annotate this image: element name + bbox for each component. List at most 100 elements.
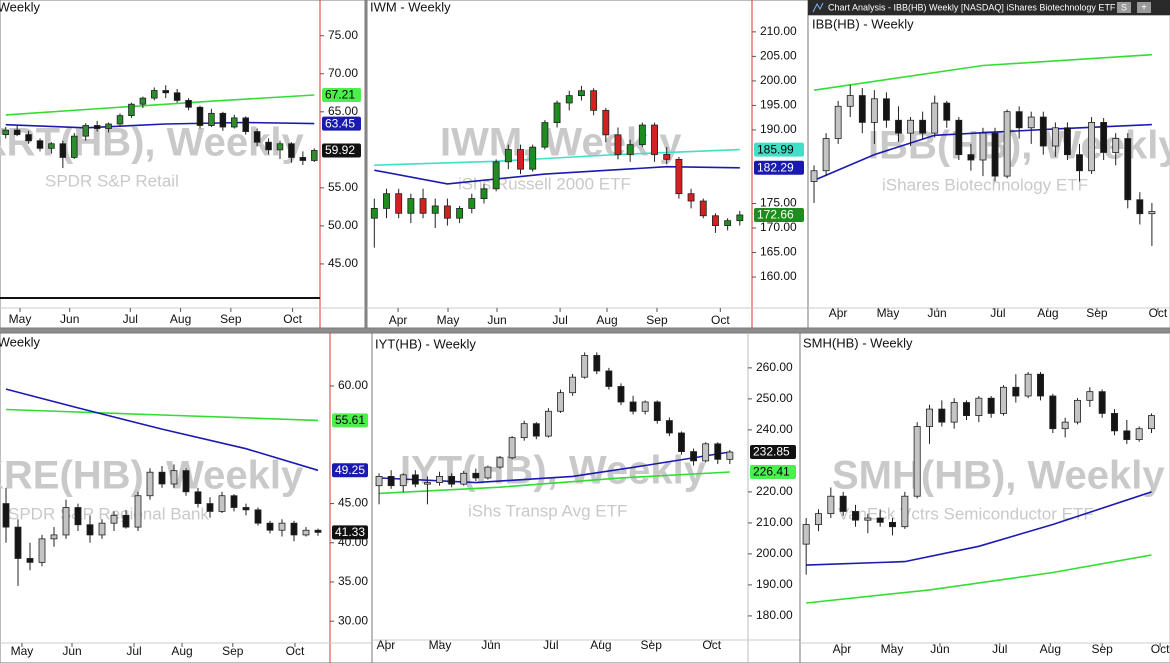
price-tag: [754, 160, 804, 175]
candle-body: [74, 507, 82, 526]
candle-body: [699, 200, 707, 217]
panel-bg: [0, 332, 373, 663]
window-bar: Chart Analysis - IBB(HB) Weekly [NASDAQ]…: [808, 0, 1170, 15]
watermark: IYT(HB), Weekly: [400, 449, 707, 493]
candle-body: [276, 143, 284, 151]
candle-body: [170, 470, 178, 485]
y-tick-label: 210.00: [756, 515, 793, 529]
button[interactable]: [1137, 2, 1151, 13]
candle-body: [577, 90, 585, 97]
watermark-subtitle: VanEck Vctrs Semiconductor ETF: [838, 504, 1094, 523]
x-tick-label: Jun: [60, 312, 79, 326]
x-tick-label: Sep: [1086, 306, 1108, 320]
moving-average: [378, 451, 731, 484]
candle-body: [532, 423, 540, 437]
candle-body: [1061, 421, 1069, 430]
price-tag: [322, 87, 361, 102]
candle-body: [26, 558, 34, 563]
candle-body: [626, 144, 634, 155]
chart-title: SMH(HB) - Weekly: [803, 335, 913, 350]
candle-body: [943, 102, 951, 121]
price-tag: [754, 207, 804, 222]
candle-body: [852, 511, 859, 521]
y-tick-label: 60.00: [338, 378, 368, 392]
price-tag-label: 182.29: [757, 160, 794, 174]
candle-body: [86, 524, 94, 536]
candle-body: [472, 472, 480, 479]
candle-body: [266, 522, 274, 531]
y-tick-label: 35.00: [338, 574, 368, 588]
candle-body: [219, 112, 227, 128]
candle-body: [517, 149, 524, 170]
candle-body: [424, 482, 431, 485]
candle-body: [1111, 413, 1118, 432]
panel-bg: [371, 332, 801, 663]
candle-body: [196, 106, 204, 126]
y-tick-label: 160.00: [760, 269, 797, 283]
candle-body: [134, 495, 142, 528]
candle-body: [614, 134, 622, 155]
moving-average: [378, 471, 730, 495]
candle-body: [870, 98, 878, 123]
candle-body: [963, 402, 970, 417]
candle-body: [218, 495, 226, 512]
x-tick-label: Apr: [377, 638, 396, 652]
candle-body: [139, 97, 147, 105]
candle-body: [480, 188, 488, 199]
y-tick-label: 180.00: [756, 608, 793, 622]
candle-body: [1135, 428, 1143, 440]
button[interactable]: [1117, 2, 1131, 13]
price-tag: [750, 465, 796, 480]
candle-body: [395, 193, 403, 214]
candle-body: [399, 474, 407, 487]
x-tick-label: May: [429, 638, 452, 652]
candle-body: [967, 154, 975, 161]
price-tag-label: 59.92: [325, 143, 355, 157]
price-tag-label: 67.21: [325, 88, 355, 102]
y-tick-label: 165.00: [760, 245, 797, 259]
candle-body: [638, 124, 646, 146]
candle-body: [663, 154, 671, 160]
candle-body: [690, 451, 697, 462]
candle-body: [724, 220, 732, 226]
button-label[interactable]: S: [1121, 2, 1127, 12]
x-tick-label: Aug: [170, 312, 191, 326]
x-tick-label: Sep: [222, 644, 244, 658]
candle-body: [815, 513, 822, 525]
candle-body: [2, 129, 9, 136]
candle-body: [314, 529, 322, 533]
candle-body: [557, 392, 564, 412]
x-tick-label: May: [11, 644, 34, 658]
candle-body: [456, 208, 464, 219]
candle-body: [431, 205, 439, 214]
x-tick-label: Oct: [1149, 306, 1168, 320]
candle-body: [919, 119, 927, 134]
chart-title: IBB(HB) - Weekly: [812, 16, 914, 31]
candle-body: [14, 526, 22, 559]
candle-body: [678, 432, 685, 452]
candle-body: [162, 90, 169, 94]
price-tag: [750, 445, 796, 460]
chart-title: IWM - Weekly: [370, 0, 451, 14]
y-tick-label: 200.00: [760, 73, 797, 87]
candle-body: [1027, 116, 1035, 129]
candle-body: [411, 474, 419, 485]
candle-body: [194, 491, 202, 504]
candle-body: [25, 134, 32, 142]
price-tag: [754, 142, 804, 157]
candle-body: [443, 205, 451, 219]
watermark: XRT(HB), Weekly: [0, 121, 305, 165]
candle-body: [1064, 127, 1071, 156]
y-tick-label: 170.00: [760, 220, 797, 234]
candle-body: [370, 208, 378, 219]
candle-body: [448, 475, 456, 485]
candle-body: [253, 131, 261, 143]
watermark-subtitle: iShares Biotechnology ETF: [882, 175, 1088, 194]
y-tick-label: 240.00: [756, 422, 793, 436]
candle-body: [508, 437, 516, 459]
button-label[interactable]: +: [1141, 3, 1147, 14]
candle-body: [883, 98, 890, 121]
panel: IYT(HB), Weekly iShs Transp Avg ETF IYT(HB…: [371, 332, 801, 663]
candle-body: [950, 402, 958, 423]
